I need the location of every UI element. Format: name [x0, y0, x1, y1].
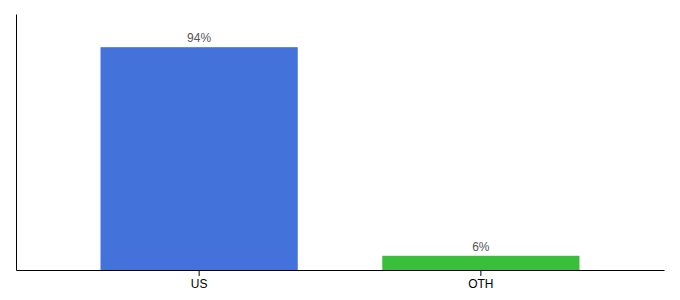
- x-axis-line: [17, 270, 665, 271]
- x-tick: OTH: [468, 270, 493, 291]
- x-tick: US: [191, 270, 208, 291]
- x-axis: US OTH: [17, 270, 665, 291]
- data-labels: 94% 6%: [187, 31, 490, 254]
- x-tick-label: OTH: [468, 277, 493, 291]
- x-tick-mark: [199, 270, 200, 276]
- chart: US OTH 94% 6%: [0, 0, 680, 300]
- bar: [382, 256, 579, 270]
- bars: [101, 47, 580, 270]
- bar: [101, 47, 298, 270]
- data-label: 94%: [187, 31, 211, 45]
- x-tick-mark: [480, 270, 481, 276]
- plot: US OTH 94% 6%: [17, 15, 665, 291]
- y-axis: [16, 15, 17, 271]
- data-label: 6%: [472, 240, 490, 254]
- x-tick-label: US: [191, 277, 208, 291]
- y-axis-line: [16, 15, 17, 271]
